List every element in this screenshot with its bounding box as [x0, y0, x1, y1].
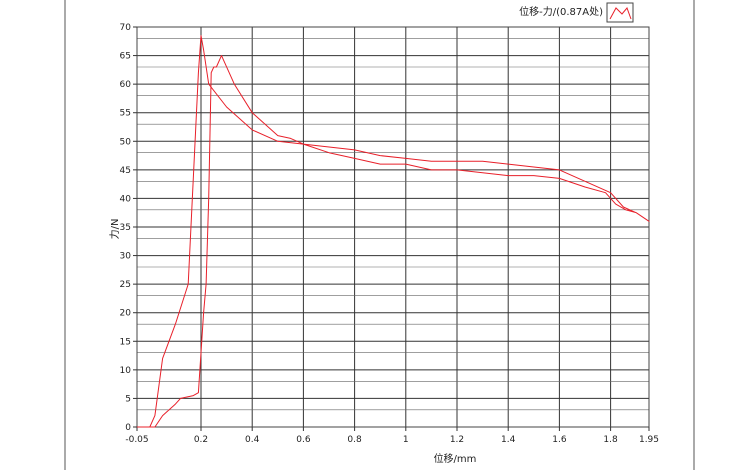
y-tick-label: 20 [120, 309, 132, 319]
y-tick-label: 30 [120, 252, 132, 262]
x-tick-label: 1 [403, 435, 409, 445]
y-tick-label: 60 [120, 80, 132, 90]
x-tick-label: 0.6 [296, 435, 311, 445]
y-tick-label: 40 [120, 194, 132, 204]
y-tick-label: 50 [120, 137, 132, 147]
y-axis-ticks: 0 5 10 15 20 25 30 35 40 45 50 55 60 65 70 [120, 23, 137, 433]
x-tick-label: 1.8 [603, 435, 618, 445]
legend-series-label: 位移-力/(0.87A处) [519, 5, 603, 18]
legend-line-icon [609, 7, 632, 20]
y-tick-label: 0 [125, 423, 131, 433]
x-tick-label: 0.8 [347, 435, 362, 445]
x-tick-label: 1.4 [501, 435, 516, 445]
y-tick-label: 55 [120, 109, 131, 119]
y-tick-label: 35 [120, 223, 131, 233]
y-tick-label: 65 [120, 52, 131, 62]
series-line-force-displacement [137, 35, 650, 428]
y-axis-title: 力/N [108, 219, 121, 240]
x-tick-label: 1.2 [450, 435, 464, 445]
y-tick-label: 45 [120, 166, 131, 176]
x-axis-ticks: -0.05 0.2 0.4 0.6 0.8 1 1.2 1.4 1.6 1.8 1.95 [125, 427, 659, 445]
x-tick-label: 0.2 [194, 435, 208, 445]
x-tick-label: 0.4 [245, 435, 260, 445]
x-tick-label: 1.6 [552, 435, 567, 445]
y-tick-label: 5 [125, 394, 131, 404]
legend: 位移-力/(0.87A处) [519, 2, 634, 23]
y-tick-label: 25 [120, 280, 131, 290]
horizontal-gridlines [137, 26, 649, 428]
y-tick-label: 10 [120, 366, 132, 376]
y-tick-label: 70 [120, 23, 132, 33]
x-axis-title: 位移/mm [434, 452, 477, 465]
y-tick-label: 15 [120, 337, 131, 347]
x-tick-label: -0.05 [125, 435, 148, 445]
x-tick-label: 1.95 [639, 435, 659, 445]
